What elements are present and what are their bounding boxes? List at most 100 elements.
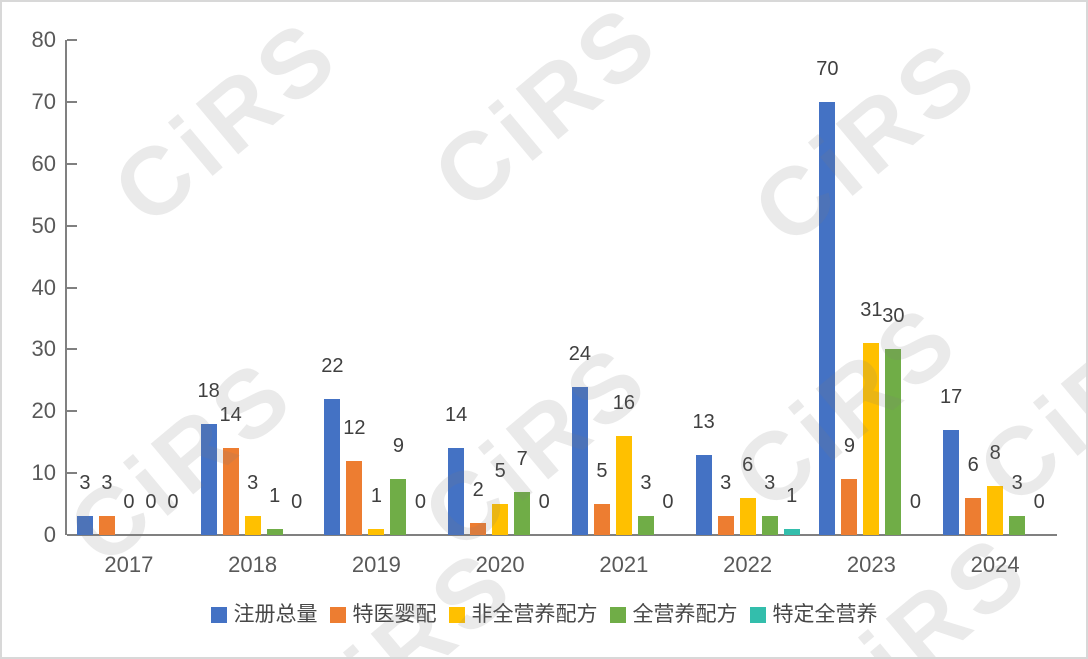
bar-value-label: 3 [764, 472, 776, 495]
bar-value-label: 3 [79, 472, 91, 495]
bar-value-label: 2 [472, 478, 484, 501]
bar [222, 448, 239, 535]
y-axis-tick [67, 224, 77, 227]
bar-value-label: 16 [612, 392, 635, 414]
y-axis-label: 0 [43, 522, 56, 547]
bar [739, 497, 756, 535]
y-axis-label: 80 [31, 27, 56, 52]
bar [761, 516, 778, 535]
bar [514, 491, 531, 535]
x-axis-label: 2020 [475, 552, 525, 577]
bar [98, 516, 115, 535]
bar [1009, 516, 1026, 535]
bar-value-label: 5 [596, 460, 608, 483]
y-axis-tick [67, 286, 77, 289]
bar-value-label: 14 [219, 404, 242, 427]
x-axis-line [67, 534, 1057, 536]
bar-value-label: 70 [816, 57, 839, 80]
legend-item: 特定全营养 [749, 602, 878, 627]
legend-swatch [749, 606, 766, 623]
bar [717, 516, 734, 535]
y-axis-label: 30 [31, 336, 56, 362]
bar [448, 448, 465, 535]
bar-value-label: 6 [967, 453, 979, 476]
y-axis-label: 40 [31, 274, 56, 300]
legend-label: 非全营养配方 [471, 603, 598, 626]
bar [841, 479, 858, 535]
bar-value-label: 3 [1011, 472, 1023, 495]
bar-value-label: 0 [662, 491, 674, 513]
bar [615, 436, 632, 535]
bar-value-label: 1 [786, 484, 798, 507]
legend-swatch [329, 606, 346, 623]
bar [368, 528, 385, 535]
legend-label: 全营养配方 [632, 603, 738, 626]
y-axis-tick [67, 100, 77, 103]
x-axis-label: 2018 [228, 552, 278, 577]
y-axis-tick [67, 410, 77, 413]
y-axis-tick [67, 162, 77, 165]
bar-value-label: 22 [321, 354, 344, 377]
bar-value-label: 0 [123, 491, 135, 513]
bar-value-label: 0 [291, 491, 303, 513]
x-axis-label: 2021 [599, 552, 649, 577]
y-axis-label: 60 [31, 150, 56, 176]
bar-value-label: 0 [909, 491, 921, 513]
y-axis-label: 10 [31, 460, 56, 486]
bar [885, 349, 902, 535]
bar-value-label: 3 [101, 472, 113, 495]
legend-item: 全营养配方 [609, 602, 738, 627]
bar-value-label: 24 [568, 342, 591, 365]
bar [346, 460, 363, 535]
legend-item: 非全营养配方 [448, 602, 598, 627]
bar-value-label: 0 [414, 491, 426, 513]
legend-item: 注册总量 [210, 602, 318, 627]
bar-value-label: 3 [720, 472, 732, 495]
bar-value-label: 31 [860, 299, 883, 322]
y-axis-line [65, 40, 67, 535]
bar-value-label: 1 [370, 484, 382, 507]
bar [987, 485, 1004, 535]
bar-value-label: 6 [742, 453, 754, 476]
legend-swatch [609, 606, 626, 623]
bar [200, 423, 217, 535]
bar-value-label: 1 [269, 484, 281, 507]
legend-label: 特医婴配 [352, 603, 437, 626]
bar [324, 398, 341, 535]
y-axis-label: 70 [31, 88, 56, 114]
bar-value-label: 3 [247, 472, 259, 495]
bar-value-label: 18 [197, 379, 220, 402]
y-axis-tick [67, 348, 77, 351]
bar-value-label: 8 [989, 441, 1001, 464]
legend-swatch [210, 606, 227, 623]
bar-value-label: 9 [843, 435, 855, 458]
bar [390, 479, 407, 535]
bar-value-label: 9 [392, 435, 404, 458]
bar [593, 504, 610, 535]
bar-value-label: 7 [516, 447, 528, 470]
bar [783, 528, 800, 535]
bar-value-label: 12 [343, 416, 366, 439]
bar [863, 343, 880, 535]
bar [76, 516, 93, 535]
bar [571, 386, 588, 535]
bar [695, 454, 712, 535]
x-axis-label: 2024 [970, 552, 1020, 577]
legend-label: 特定全营养 [772, 603, 878, 626]
y-axis-label: 20 [31, 398, 56, 424]
bar [266, 528, 283, 535]
y-axis-tick [67, 472, 77, 475]
bar-value-label: 0 [145, 491, 157, 513]
legend-swatch [448, 606, 465, 623]
bar-value-label: 13 [692, 410, 715, 433]
x-axis-label: 2023 [846, 552, 896, 577]
x-axis-label: 2019 [351, 552, 401, 577]
bar [965, 497, 982, 535]
bar-value-label: 3 [640, 472, 652, 495]
y-axis-label: 50 [31, 212, 56, 238]
chart-legend: 注册总量 特医婴配 非全营养配方 全营养配方 特定全营养 [2, 602, 1086, 627]
bar [492, 504, 509, 535]
bar [637, 516, 654, 535]
